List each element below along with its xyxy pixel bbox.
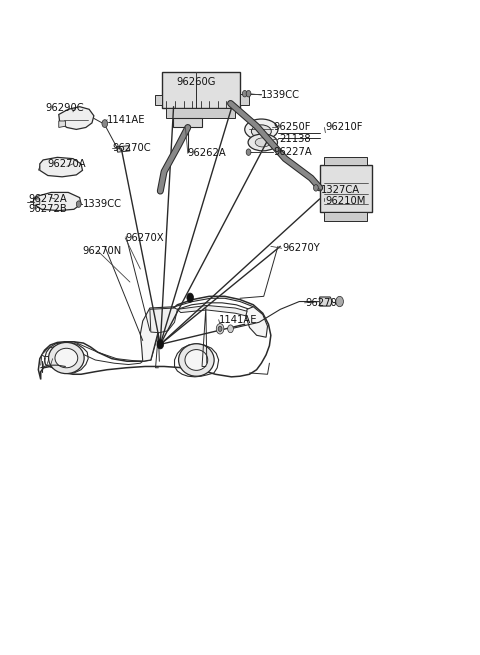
Polygon shape: [324, 212, 367, 221]
Circle shape: [336, 296, 343, 307]
Polygon shape: [246, 307, 267, 337]
Ellipse shape: [179, 344, 214, 376]
Polygon shape: [140, 307, 175, 362]
Text: 1339CC: 1339CC: [83, 199, 121, 209]
Text: 21138: 21138: [279, 134, 311, 144]
Text: 96272A: 96272A: [29, 194, 68, 204]
Polygon shape: [155, 95, 162, 105]
Circle shape: [102, 120, 108, 128]
Ellipse shape: [48, 343, 84, 373]
Polygon shape: [34, 193, 81, 211]
Text: 96270A: 96270A: [48, 159, 86, 169]
Text: 96210F: 96210F: [325, 122, 363, 132]
Text: 96270Y: 96270Y: [283, 243, 321, 253]
Text: 1141AE: 1141AE: [107, 115, 145, 124]
Text: 1327CA: 1327CA: [321, 185, 360, 195]
Circle shape: [187, 293, 193, 302]
Polygon shape: [150, 308, 178, 333]
Polygon shape: [320, 297, 333, 306]
Text: 1141AE: 1141AE: [219, 314, 257, 325]
Polygon shape: [59, 121, 65, 128]
Ellipse shape: [55, 348, 78, 367]
Ellipse shape: [248, 134, 277, 151]
Text: 96270C: 96270C: [112, 143, 151, 153]
Ellipse shape: [185, 350, 208, 370]
Circle shape: [246, 149, 251, 155]
Polygon shape: [178, 305, 247, 316]
Text: 96210M: 96210M: [325, 196, 366, 206]
Circle shape: [158, 341, 163, 348]
Text: 1339CC: 1339CC: [261, 90, 300, 100]
Text: 96227A: 96227A: [273, 147, 312, 157]
Polygon shape: [173, 119, 202, 128]
Polygon shape: [324, 157, 367, 165]
Text: 96272B: 96272B: [29, 204, 68, 214]
Ellipse shape: [255, 138, 270, 147]
Polygon shape: [167, 108, 235, 118]
Circle shape: [157, 340, 164, 349]
Circle shape: [242, 90, 247, 97]
Polygon shape: [240, 94, 249, 105]
Circle shape: [313, 185, 318, 191]
Circle shape: [218, 326, 222, 331]
Circle shape: [76, 201, 81, 208]
Circle shape: [246, 90, 251, 97]
Polygon shape: [117, 145, 130, 152]
Ellipse shape: [245, 119, 278, 140]
Text: 96270N: 96270N: [83, 246, 122, 256]
Circle shape: [228, 325, 233, 333]
Polygon shape: [42, 346, 64, 357]
Text: 96290C: 96290C: [46, 103, 84, 113]
Text: 96270B: 96270B: [305, 298, 344, 308]
Ellipse shape: [252, 125, 271, 138]
Text: 96250F: 96250F: [273, 122, 311, 132]
Polygon shape: [40, 157, 83, 177]
FancyBboxPatch shape: [320, 165, 372, 212]
Text: 96262A: 96262A: [188, 149, 227, 159]
Text: 96270X: 96270X: [125, 233, 164, 243]
Text: 96260G: 96260G: [176, 77, 216, 87]
Circle shape: [216, 324, 224, 334]
Polygon shape: [34, 199, 40, 206]
Polygon shape: [59, 107, 94, 130]
FancyBboxPatch shape: [162, 72, 240, 108]
